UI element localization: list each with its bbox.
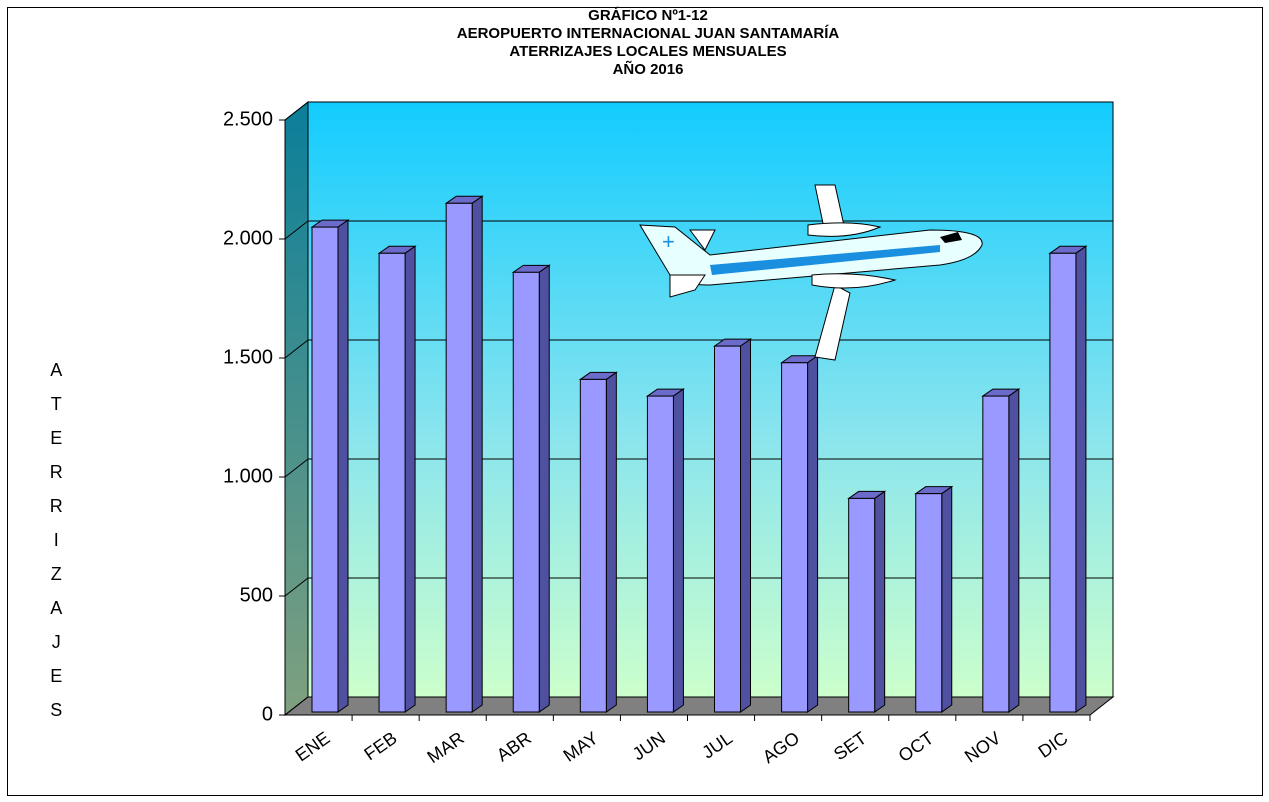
bar-front [915,493,943,713]
bar [914,485,954,713]
grid-line [284,339,309,359]
grid-line [284,696,309,716]
bar-front [848,497,876,713]
chart-title: ATERRIZAJES LOCALES MENSUALES [509,43,786,60]
y-tick-label: 1.500 [223,346,273,368]
grid-line [284,577,309,597]
bar-side [337,219,349,713]
bar-front [311,226,339,713]
y-tick-label: 1.000 [223,465,273,487]
side-wall [284,100,309,717]
bar-front [714,345,741,713]
bar-side [874,490,886,713]
bar [712,338,753,713]
grid-line [284,101,309,121]
grid-line [284,220,309,240]
bar-side [404,245,416,713]
bar-front [781,362,809,713]
bar [578,371,618,713]
chart-title: AÑO 2016 [613,60,684,78]
svg-text:+: + [662,229,675,254]
bar-front [646,395,674,713]
bar [444,195,484,713]
bar-side [471,195,483,713]
bar [847,490,887,713]
bar-side [807,354,819,713]
bar-front [378,252,406,713]
airplane-picture: + [639,184,983,361]
bar [981,388,1021,713]
y-tick-label: 2.500 [223,108,273,130]
bar [377,245,417,713]
bar [310,219,350,713]
bar [779,354,820,713]
y-axis-label: ATERRIZAJES [46,360,66,734]
bar-side [538,264,550,713]
bar-front [1049,252,1077,713]
bar [511,264,551,713]
bar-side [1075,245,1087,713]
bar [1048,245,1088,713]
chart-title: GRÁFICO Nº1-12 [588,7,708,24]
bar-side [672,388,684,713]
y-tick-label: 500 [240,584,273,606]
y-tick-label: 0 [262,703,273,725]
grid-line [284,458,309,478]
bar-front [982,395,1010,713]
bar-side [605,371,617,713]
bar-side [1008,388,1020,713]
bar-front [512,271,540,713]
bar-side [740,338,751,713]
bar-front [445,202,473,713]
bar-side [941,485,953,713]
bar-front [579,378,607,713]
chart-title: AEROPUERTO INTERNACIONAL JUAN SANTAMARÍA [457,25,840,42]
y-tick-label: 2.000 [223,227,273,249]
bar [645,388,686,713]
